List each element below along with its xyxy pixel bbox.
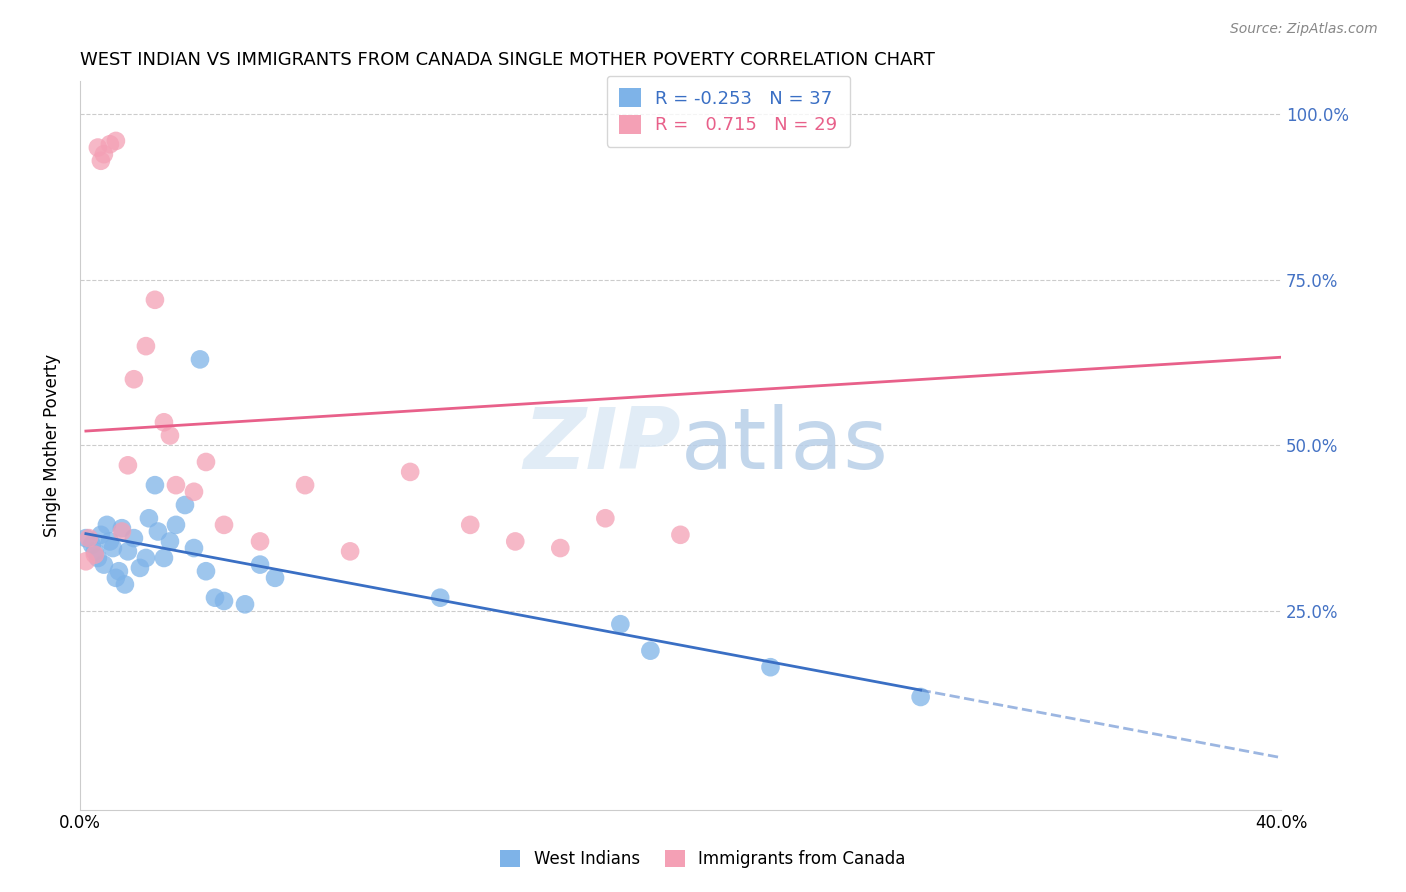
Point bbox=[264, 571, 287, 585]
Point bbox=[98, 137, 121, 152]
Point bbox=[93, 147, 115, 161]
Point bbox=[87, 551, 110, 566]
Point bbox=[96, 517, 118, 532]
Point bbox=[122, 372, 145, 386]
Text: WEST INDIAN VS IMMIGRANTS FROM CANADA SINGLE MOTHER POVERTY CORRELATION CHART: WEST INDIAN VS IMMIGRANTS FROM CANADA SI… bbox=[80, 51, 935, 69]
Point bbox=[249, 558, 271, 572]
Point bbox=[153, 551, 176, 566]
Point bbox=[339, 544, 361, 558]
Point bbox=[135, 551, 157, 566]
Point bbox=[640, 643, 662, 657]
Point bbox=[117, 544, 139, 558]
Point bbox=[159, 428, 181, 442]
Point bbox=[87, 140, 110, 154]
Point bbox=[195, 455, 218, 469]
Point bbox=[503, 534, 526, 549]
Point bbox=[165, 478, 187, 492]
Point bbox=[204, 591, 226, 605]
Point bbox=[294, 478, 316, 492]
Point bbox=[117, 458, 139, 473]
Legend: West Indians, Immigrants from Canada: West Indians, Immigrants from Canada bbox=[494, 843, 912, 875]
Point bbox=[101, 541, 124, 555]
Point bbox=[111, 524, 134, 539]
Point bbox=[910, 690, 932, 704]
Point bbox=[399, 465, 422, 479]
Point bbox=[98, 534, 121, 549]
Point bbox=[90, 153, 112, 168]
Point bbox=[249, 534, 271, 549]
Point bbox=[93, 558, 115, 572]
Point bbox=[143, 478, 166, 492]
Point bbox=[233, 597, 256, 611]
Point bbox=[122, 531, 145, 545]
Point bbox=[138, 511, 160, 525]
Point bbox=[75, 554, 97, 568]
Text: ZIP: ZIP bbox=[523, 404, 681, 487]
Point bbox=[114, 577, 136, 591]
Point bbox=[75, 531, 97, 545]
Text: Source: ZipAtlas.com: Source: ZipAtlas.com bbox=[1230, 22, 1378, 37]
Legend: R = -0.253   N = 37, R =   0.715   N = 29: R = -0.253 N = 37, R = 0.715 N = 29 bbox=[607, 76, 851, 147]
Point bbox=[183, 484, 205, 499]
Text: atlas: atlas bbox=[681, 404, 889, 487]
Point bbox=[165, 517, 187, 532]
Point bbox=[135, 339, 157, 353]
Point bbox=[104, 571, 127, 585]
Point bbox=[212, 517, 235, 532]
Point bbox=[183, 541, 205, 555]
Point bbox=[80, 538, 103, 552]
Point bbox=[129, 561, 152, 575]
Point bbox=[153, 415, 176, 429]
Point bbox=[550, 541, 572, 555]
Point bbox=[77, 531, 100, 545]
Point bbox=[429, 591, 451, 605]
Point bbox=[212, 594, 235, 608]
Point bbox=[669, 528, 692, 542]
Y-axis label: Single Mother Poverty: Single Mother Poverty bbox=[44, 354, 60, 537]
Point bbox=[174, 498, 197, 512]
Point bbox=[83, 548, 105, 562]
Point bbox=[83, 544, 105, 558]
Point bbox=[146, 524, 169, 539]
Point bbox=[458, 517, 481, 532]
Point bbox=[759, 660, 782, 674]
Point bbox=[108, 564, 131, 578]
Point bbox=[159, 534, 181, 549]
Point bbox=[195, 564, 218, 578]
Point bbox=[111, 521, 134, 535]
Point bbox=[609, 617, 631, 632]
Point bbox=[104, 134, 127, 148]
Point bbox=[143, 293, 166, 307]
Point bbox=[90, 528, 112, 542]
Point bbox=[188, 352, 211, 367]
Point bbox=[595, 511, 617, 525]
